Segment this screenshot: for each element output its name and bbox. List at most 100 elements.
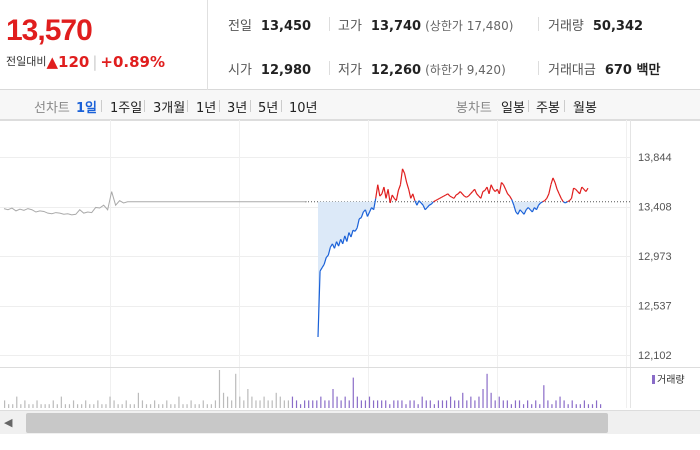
period-3m-tab[interactable]: 3개월 bbox=[153, 101, 186, 116]
price-segment bbox=[552, 177, 556, 183]
volume-stat: 거래량 50,342 bbox=[548, 15, 643, 34]
volume-bar bbox=[97, 400, 99, 408]
price-chart: 13,844 13,408 12,973 12,537 12,102 bbox=[0, 120, 700, 408]
period-1y-tab[interactable]: 1년 bbox=[196, 101, 217, 116]
price-segment bbox=[401, 168, 406, 174]
price-segment bbox=[439, 196, 442, 199]
period-1w-tab[interactable]: 1주일 bbox=[110, 101, 143, 116]
volume-bar bbox=[575, 404, 577, 408]
chart-grid bbox=[0, 120, 700, 408]
volume-bar bbox=[76, 404, 79, 408]
volume-bar bbox=[194, 404, 196, 408]
change-label: 전일대비 bbox=[6, 55, 47, 68]
price-segment bbox=[579, 186, 583, 195]
volume-bar bbox=[393, 400, 395, 408]
volume-bar bbox=[64, 404, 67, 408]
volume-bar bbox=[405, 404, 407, 408]
divider bbox=[538, 61, 539, 75]
y-tick-label: 12,537 bbox=[638, 301, 672, 313]
period-1d-tab[interactable]: 1일 bbox=[76, 101, 98, 116]
volume-bar bbox=[231, 400, 233, 408]
separator bbox=[144, 100, 145, 112]
volume-bar bbox=[299, 404, 302, 408]
volume-bar bbox=[486, 373, 488, 408]
separator bbox=[250, 100, 251, 112]
candle-monthly-tab[interactable]: 월봉 bbox=[573, 101, 597, 116]
scroll-thumb[interactable] bbox=[26, 413, 608, 433]
volume-legend: 거래량 bbox=[652, 371, 685, 386]
price-segment bbox=[464, 195, 467, 198]
volume-bar bbox=[587, 404, 590, 408]
price-segment bbox=[544, 197, 548, 202]
prev-day-line bbox=[3, 191, 307, 216]
price-segment bbox=[342, 235, 346, 244]
volume-bar bbox=[243, 400, 245, 408]
volume-bar bbox=[559, 396, 561, 408]
price-segment bbox=[377, 184, 381, 197]
below-baseline-area bbox=[318, 201, 588, 338]
price-segment bbox=[558, 193, 562, 199]
price-segment bbox=[569, 197, 572, 202]
candle-daily-tab[interactable]: 일봉 bbox=[501, 101, 525, 116]
upper-limit: (상한가 17,480) bbox=[425, 19, 514, 33]
price-segment bbox=[350, 230, 354, 238]
price-segment bbox=[435, 198, 438, 202]
chart-scrollbar[interactable]: ◀ bbox=[0, 410, 700, 434]
volume-bar bbox=[145, 404, 148, 408]
prev-close-stat: 전일 13,450 bbox=[228, 15, 311, 34]
volume-bar bbox=[514, 400, 517, 408]
price-segment bbox=[502, 184, 507, 190]
volume-bar bbox=[539, 404, 541, 408]
volume-bar bbox=[166, 400, 168, 408]
separator bbox=[281, 100, 282, 112]
volume-bar bbox=[129, 404, 131, 408]
volume-bar bbox=[417, 404, 419, 408]
volume-bar bbox=[381, 400, 383, 408]
price-segment bbox=[447, 193, 451, 197]
price-segment bbox=[323, 257, 327, 265]
price-segment bbox=[354, 227, 358, 232]
price-segment bbox=[424, 207, 428, 211]
price-segment bbox=[358, 217, 362, 220]
amount-value: 670 백만 bbox=[604, 63, 661, 78]
volume-bar bbox=[312, 400, 314, 408]
prev-close-label: 전일 bbox=[228, 19, 252, 34]
volume-bar bbox=[340, 400, 342, 408]
price-segment bbox=[416, 200, 420, 206]
separator bbox=[528, 100, 529, 112]
price-segment bbox=[433, 200, 436, 203]
y-tick-label: 12,102 bbox=[638, 350, 672, 362]
volume-bar bbox=[372, 400, 375, 408]
volume-bar bbox=[531, 404, 533, 408]
period-5y-tab[interactable]: 5년 bbox=[258, 101, 279, 116]
volume-bar bbox=[466, 400, 468, 408]
candle-weekly-tab[interactable]: 주봉 bbox=[536, 101, 560, 116]
change-percent: +0.89% bbox=[100, 53, 166, 71]
line-chart-label: 선차트 bbox=[34, 101, 70, 116]
volume-bar bbox=[247, 389, 249, 408]
volume-bar bbox=[170, 404, 172, 408]
divider bbox=[329, 61, 330, 75]
price-segment bbox=[325, 254, 329, 258]
period-10y-tab[interactable]: 10년 bbox=[289, 101, 318, 116]
change-row: 전일대비▲120 | +0.89% bbox=[6, 53, 165, 71]
candle-chart-label: 봉차트 bbox=[456, 101, 492, 116]
volume-bar bbox=[206, 404, 208, 408]
price-segment bbox=[466, 195, 469, 198]
volume-bar bbox=[8, 404, 10, 408]
price-segment bbox=[505, 189, 509, 195]
price-segment bbox=[366, 211, 371, 217]
period-3y-tab[interactable]: 3년 bbox=[227, 101, 248, 116]
price-segment bbox=[368, 207, 373, 213]
volume-bar bbox=[389, 404, 391, 408]
volume-bar bbox=[202, 400, 204, 408]
volume-bar bbox=[502, 400, 504, 408]
volume-bar bbox=[222, 392, 225, 408]
volume-bar bbox=[482, 389, 484, 408]
scroll-left-icon[interactable]: ◀ bbox=[4, 416, 13, 429]
volume-bar bbox=[117, 404, 119, 408]
volume-bar bbox=[16, 396, 18, 408]
volume-bar bbox=[125, 400, 127, 408]
volume-bar bbox=[518, 400, 521, 408]
volume-bar bbox=[478, 396, 480, 408]
